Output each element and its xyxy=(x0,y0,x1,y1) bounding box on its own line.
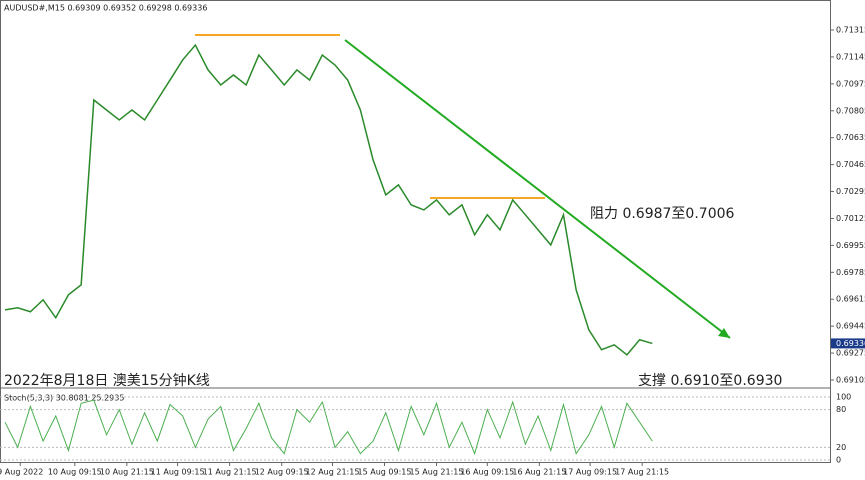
trend-line xyxy=(344,39,731,339)
stoch-tick-label: 0 xyxy=(836,456,841,465)
y-tick-label: 0.69785 xyxy=(836,268,865,277)
y-tick-label: 0.70465 xyxy=(836,160,865,169)
y-tick-label: 0.69445 xyxy=(836,322,865,331)
y-tick-label: 0.69275 xyxy=(836,349,865,358)
annotation: 阻力 0.6987至0.7006 xyxy=(590,206,735,222)
last-price: 0.69336 xyxy=(836,339,865,348)
y-tick-label: 0.70805 xyxy=(836,106,865,115)
x-tick-label: 10 Aug 21:15 xyxy=(100,468,154,477)
annotation: 2022年8月18日 澳美15分钟K线 xyxy=(4,372,210,389)
stoch-tick-label: 100 xyxy=(836,393,851,402)
annotation: 支撑 0.6910至0.6930 xyxy=(638,373,782,389)
x-tick-label: 16 Aug 21:15 xyxy=(512,468,566,477)
x-tick-label: 11 Aug 09:15 xyxy=(151,468,205,477)
x-tick-label: 9 Aug 2022 xyxy=(0,468,43,477)
stoch-tick-label: 20 xyxy=(836,443,846,452)
stoch-tick-label: 80 xyxy=(836,405,846,414)
frame xyxy=(0,0,831,463)
trend-arrow xyxy=(718,328,730,338)
y-tick-label: 0.69105 xyxy=(836,376,865,385)
y-tick-label: 0.69615 xyxy=(836,295,865,304)
price-line xyxy=(4,43,653,356)
x-tick-label: 12 Aug 21:15 xyxy=(305,468,359,477)
x-tick-label: 17 Aug 21:15 xyxy=(615,468,669,477)
y-tick-label: 0.71315 xyxy=(836,26,865,35)
x-tick-label: 17 Aug 09:15 xyxy=(563,468,617,477)
y-tick-label: 0.70295 xyxy=(836,187,865,196)
x-tick-label: 15 Aug 09:15 xyxy=(358,468,412,477)
last-price-box xyxy=(831,338,865,349)
x-tick-label: 15 Aug 21:15 xyxy=(410,468,464,477)
y-tick-label: 0.71145 xyxy=(836,52,865,61)
y-tick-label: 0.70635 xyxy=(836,133,865,142)
stoch-title: Stoch(5,3,3) 30.8081 25.2935 xyxy=(4,394,124,403)
y-tick-label: 0.70975 xyxy=(836,79,865,88)
y-tick-label: 0.69955 xyxy=(836,241,865,250)
stoch-line xyxy=(4,399,653,456)
x-tick-label: 12 Aug 09:15 xyxy=(255,468,309,477)
x-tick-label: 11 Aug 21:15 xyxy=(203,468,257,477)
x-tick-label: 16 Aug 09:15 xyxy=(460,468,514,477)
header: AUDUSD#,M15 0.69309 0.69352 0.69298 0.69… xyxy=(4,4,207,13)
x-tick-label: 10 Aug 09:15 xyxy=(48,468,102,477)
y-tick-label: 0.70125 xyxy=(836,214,865,223)
